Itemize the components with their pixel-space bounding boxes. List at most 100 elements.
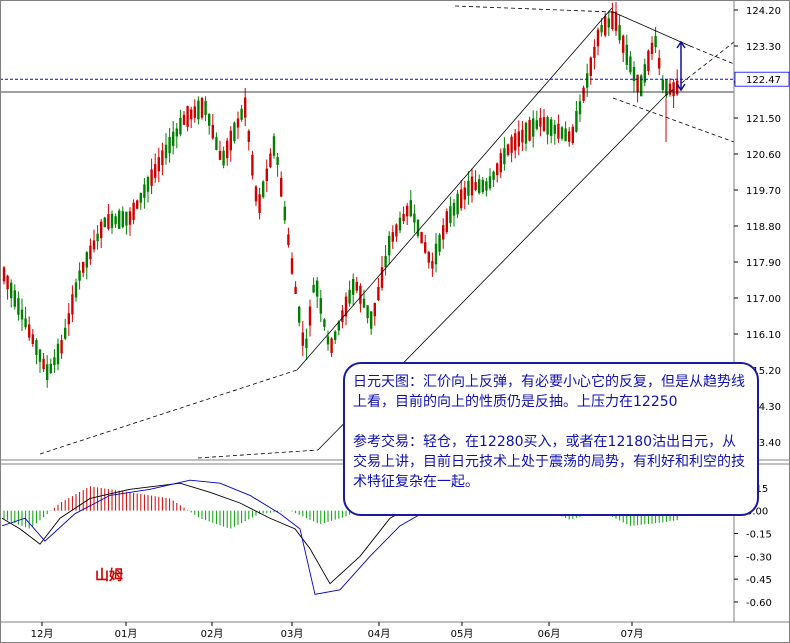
candle-body <box>510 136 513 153</box>
candle-body <box>571 126 574 144</box>
candle-body <box>542 117 546 131</box>
candle-body <box>535 120 538 129</box>
candle-body <box>182 114 186 125</box>
macd-y-tick-label: -0.45 <box>746 575 772 586</box>
candle-body <box>384 255 387 268</box>
candle-body <box>647 50 650 72</box>
candle-body <box>78 270 81 281</box>
y-tick-label: 115.20 <box>746 366 781 377</box>
candle-body <box>208 113 211 126</box>
candle-body <box>463 187 466 200</box>
candle-body <box>254 186 258 202</box>
candle-body <box>445 211 448 232</box>
candle-body <box>92 240 96 250</box>
candle-body <box>226 140 229 159</box>
channel-lower-extension <box>664 41 735 97</box>
candle-body <box>49 363 52 373</box>
candle-body <box>110 213 114 228</box>
candle-body <box>668 83 672 95</box>
candle-body <box>582 87 585 101</box>
falling-resistance-extension <box>454 5 614 13</box>
candle-body <box>575 110 578 132</box>
candle-body <box>485 181 488 191</box>
candle-body <box>618 25 621 41</box>
candle-body <box>168 136 171 154</box>
falling-resistance-line <box>612 11 691 47</box>
x-tick-label: 12月 <box>31 628 54 640</box>
candle-body <box>611 11 614 30</box>
current-price-label: 122.47 <box>746 75 781 86</box>
candle-body <box>650 42 654 55</box>
candle-body <box>546 117 549 135</box>
candle-body <box>402 213 405 222</box>
candle-body <box>557 123 560 139</box>
candle-body <box>398 217 402 231</box>
channel-upper-extension <box>39 369 298 455</box>
candle-body <box>229 130 232 151</box>
candle-body <box>179 117 182 135</box>
candle-body <box>373 302 376 317</box>
candle-body <box>326 336 330 345</box>
candle-body <box>24 318 27 328</box>
y-tick-label: 114.30 <box>746 402 781 413</box>
candle-body <box>330 338 333 353</box>
candle-body <box>622 35 625 53</box>
candle-body <box>20 309 24 320</box>
channel-upper-line <box>296 7 613 371</box>
candle-body <box>6 275 9 290</box>
candle-body <box>60 340 63 354</box>
candle-body <box>150 169 153 186</box>
candle-body <box>236 118 240 128</box>
candle-body <box>442 225 445 240</box>
candle-body <box>492 171 495 180</box>
annotation-paragraph-1: 日元天图：汇价向上反弹，有必要小心它的反复，但是从趋势线上看，目前的向上的性质仍… <box>353 374 745 410</box>
candle-body <box>56 343 60 365</box>
candle-body <box>42 358 45 370</box>
candle-body <box>262 181 265 198</box>
candle-body <box>125 211 128 226</box>
candle-body <box>452 202 456 216</box>
candle-body <box>28 324 31 338</box>
candle-body <box>406 205 409 217</box>
x-tick-label: 07月 <box>621 628 644 640</box>
candle-body <box>553 124 556 134</box>
candle-body <box>438 234 441 252</box>
candle-body <box>521 129 524 143</box>
candle-body <box>89 245 92 260</box>
candle-body <box>269 153 272 168</box>
candle-body <box>409 200 412 217</box>
candle-body <box>218 150 222 160</box>
y-tick-label: 121.50 <box>746 114 781 125</box>
candle-body <box>143 184 146 198</box>
candle-body <box>258 194 261 213</box>
candle-body <box>456 193 459 215</box>
candle-body <box>53 357 56 366</box>
channel-lower-extension <box>197 449 319 459</box>
candle-body <box>388 235 391 256</box>
candle-body <box>413 213 416 223</box>
candle-body <box>280 177 283 197</box>
candle-body <box>517 131 520 147</box>
candle-body <box>362 298 366 308</box>
candle-body <box>488 176 492 189</box>
candle-body <box>118 210 121 229</box>
candle-body <box>96 233 99 242</box>
candle-body <box>514 133 517 151</box>
candle-body <box>128 211 132 225</box>
x-tick-label: 03月 <box>281 628 304 640</box>
candle-body <box>564 128 567 142</box>
candle-body <box>10 282 13 299</box>
candle-body <box>434 243 438 265</box>
candle-body <box>506 144 510 155</box>
candle-body <box>596 29 600 47</box>
candle-body <box>287 234 290 246</box>
candle-body <box>154 164 157 178</box>
candle-body <box>539 117 542 127</box>
candle-body <box>46 364 49 380</box>
candle-body <box>316 280 319 297</box>
candle-body <box>377 286 380 301</box>
candle-body <box>211 124 214 139</box>
candle-body <box>355 281 358 291</box>
candle-body <box>344 296 348 317</box>
